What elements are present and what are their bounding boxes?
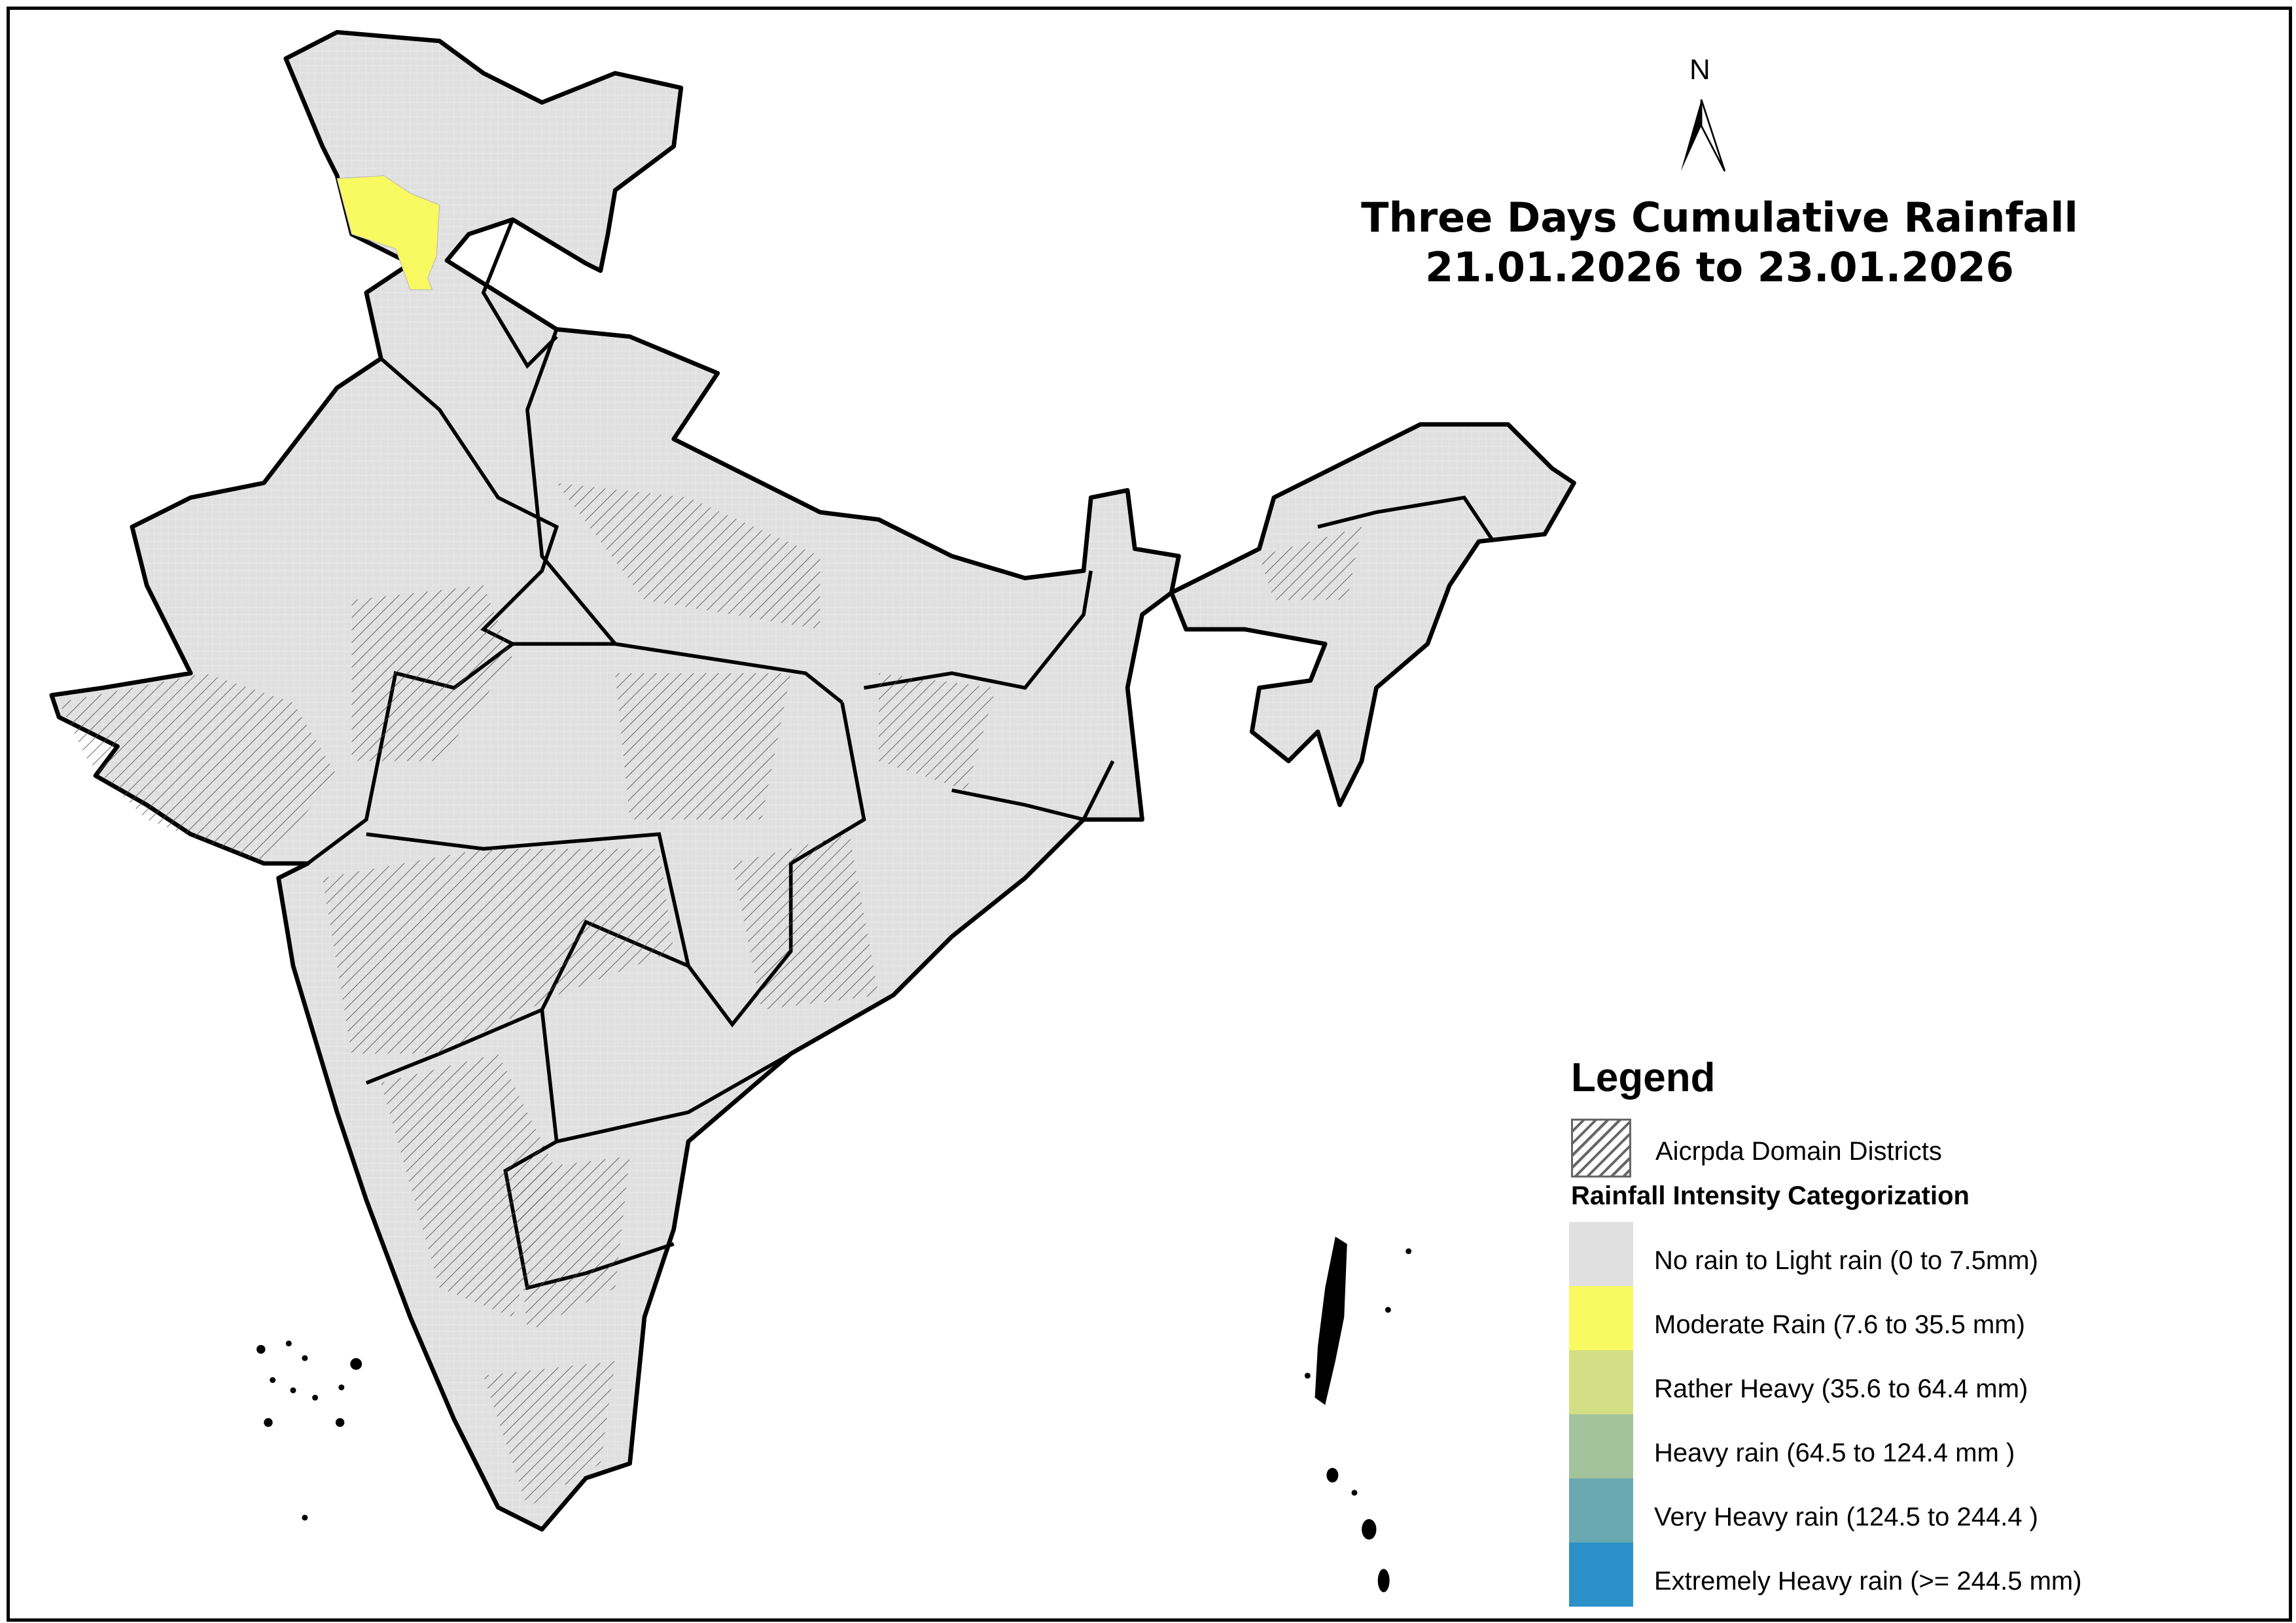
legend-label: Rather Heavy (35.6 to 64.4 mm) (1654, 1374, 2028, 1403)
category-title: Rainfall Intensity Categorization (1571, 1181, 1969, 1210)
state-boundaries (306, 218, 1495, 1291)
legend-swatch (1569, 1478, 1633, 1543)
map-date-range: 21.01.2026 to 23.01.2026 (1425, 243, 2014, 291)
legend-label: Extremely Heavy rain (>= 244.5 mm) (1654, 1567, 2082, 1596)
north-label: N (1689, 54, 1710, 86)
legend-title: Legend (1571, 1055, 1716, 1100)
hatch-label: Aicrpda Domain Districts (1655, 1137, 1942, 1166)
moderate-rain-area (336, 175, 440, 290)
legend-swatch (1569, 1543, 1633, 1607)
aicrpda-hatched-districts (59, 483, 1362, 1508)
islands (256, 1236, 1412, 1593)
map-title: Three Days Cumulative Rainfall (1361, 194, 2078, 241)
north-arrow-icon (1680, 99, 1726, 172)
hatch-swatch (1571, 1119, 1631, 1178)
legend-label: No rain to Light rain (0 to 7.5mm) (1654, 1246, 2038, 1275)
legend-label: Moderate Rain (7.6 to 35.5 mm) (1654, 1310, 2025, 1339)
legend-swatch (1569, 1414, 1633, 1478)
legend-label: Very Heavy rain (124.5 to 244.4 ) (1654, 1503, 2038, 1531)
legend-label: Heavy rain (64.5 to 124.4 mm ) (1654, 1439, 2015, 1467)
legend-swatch (1569, 1222, 1633, 1286)
legend-swatch (1569, 1350, 1633, 1414)
map-frame (7, 7, 2292, 1622)
legend-swatch (1569, 1286, 1633, 1350)
andaman-islands (1315, 1236, 1347, 1405)
